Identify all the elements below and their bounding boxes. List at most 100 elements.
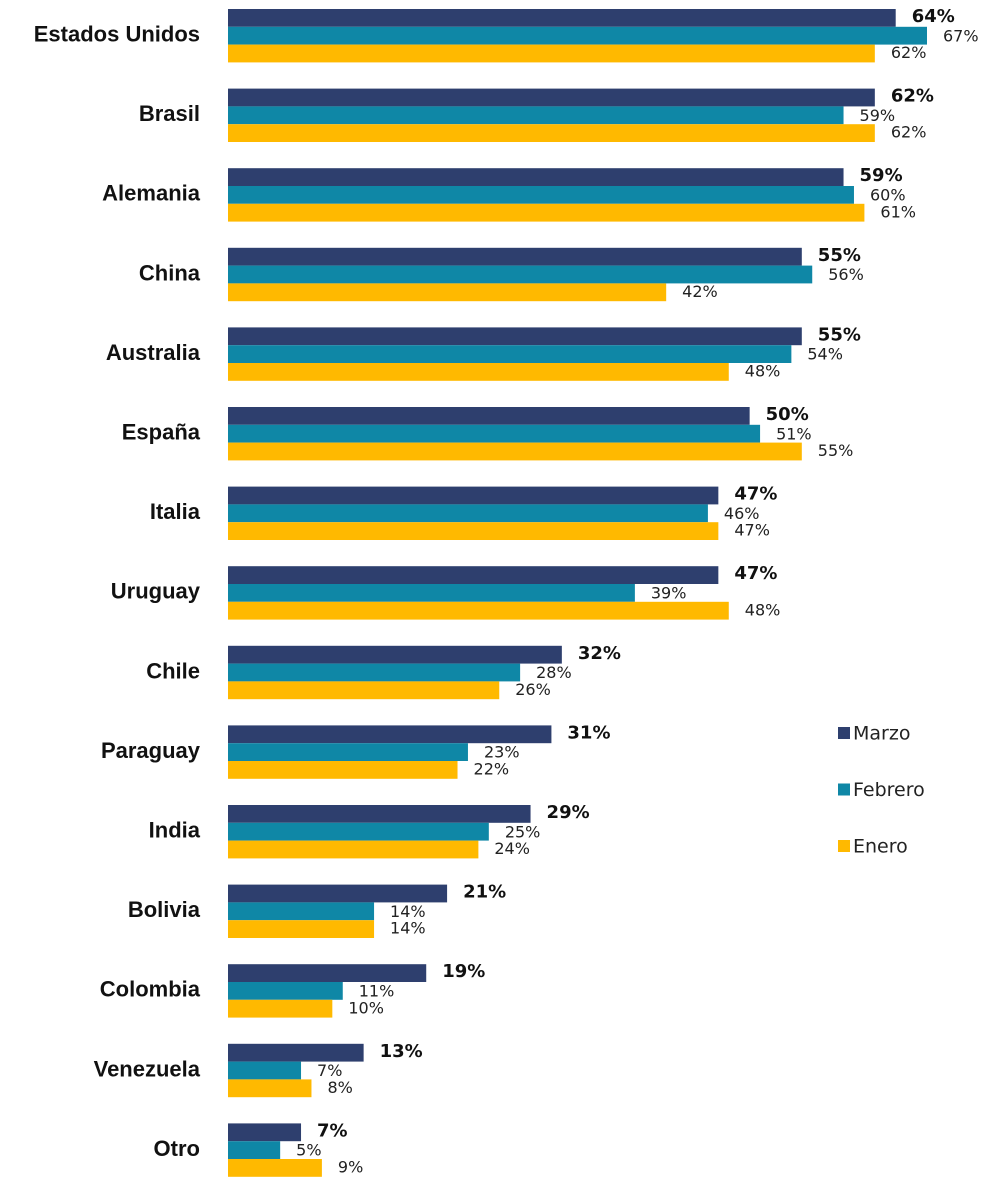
value-label: 67% [943, 26, 979, 45]
category-label: Uruguay [111, 579, 201, 604]
bar [228, 1061, 302, 1080]
bar [228, 822, 489, 841]
value-label: 47% [734, 563, 777, 584]
bar [228, 9, 896, 27]
bar [228, 584, 635, 602]
bar [228, 407, 750, 425]
category-label: Colombia [100, 977, 201, 1002]
value-label: 32% [578, 643, 621, 664]
bar [228, 964, 427, 982]
category-label: Bolivia [128, 897, 201, 922]
value-label: 26% [515, 680, 551, 699]
value-label: 42% [682, 282, 718, 301]
bar [228, 26, 927, 45]
category-label: Chile [146, 658, 200, 683]
value-label: 5% [296, 1141, 321, 1160]
bar [228, 44, 875, 63]
value-label: 46% [724, 504, 760, 523]
bar [228, 840, 479, 859]
value-label: 62% [891, 86, 934, 107]
category-label: Australia [106, 340, 201, 365]
bar [228, 186, 854, 204]
category-label: India [149, 818, 201, 843]
bar [228, 265, 813, 284]
bar [228, 504, 708, 523]
value-label: 51% [776, 424, 812, 443]
bar [228, 247, 802, 266]
category-label: Otro [154, 1136, 200, 1161]
bar [228, 486, 719, 505]
legend-swatch [838, 727, 850, 739]
bar [228, 327, 802, 346]
value-label: 47% [734, 521, 770, 540]
value-label: 55% [818, 245, 861, 266]
value-label: 14% [390, 902, 426, 921]
value-label: 7% [317, 1120, 348, 1141]
value-label: 50% [766, 404, 809, 425]
bar [228, 982, 343, 1000]
value-label: 13% [380, 1041, 423, 1062]
value-label: 25% [505, 822, 541, 841]
bar [228, 168, 844, 186]
value-label: 55% [818, 324, 861, 345]
bar [228, 920, 375, 938]
value-label: 24% [494, 839, 530, 858]
category-label: Italia [150, 499, 201, 524]
legend-label: Marzo [853, 723, 910, 745]
value-label: 22% [474, 760, 510, 779]
value-label: 9% [338, 1158, 363, 1177]
category-label: China [139, 260, 201, 285]
category-label: Paraguay [101, 738, 201, 763]
legend-swatch [838, 783, 850, 796]
category-label: Alemania [102, 181, 201, 206]
bar [228, 805, 531, 823]
value-label: 59% [860, 106, 896, 125]
bar [228, 566, 719, 584]
value-label: 10% [348, 998, 384, 1017]
value-label: 47% [734, 484, 777, 505]
category-label: España [122, 420, 201, 445]
value-label: 48% [745, 600, 781, 619]
bar [228, 884, 448, 903]
value-label: 60% [870, 186, 906, 205]
value-label: 54% [807, 345, 843, 364]
bar [228, 203, 865, 222]
value-label: 62% [891, 43, 927, 62]
bar [228, 522, 719, 540]
legend-swatch [838, 840, 850, 852]
bar [228, 345, 792, 363]
bar [228, 725, 552, 744]
value-label: 23% [484, 743, 520, 762]
legend-label: Febrero [853, 779, 925, 801]
bar [228, 1043, 364, 1062]
value-label: 59% [860, 165, 903, 186]
value-label: 31% [567, 722, 610, 743]
bar [228, 106, 844, 125]
bar [228, 999, 333, 1018]
category-label: Brasil [139, 101, 200, 126]
value-label: 28% [536, 663, 572, 682]
value-label: 11% [359, 982, 395, 1001]
value-label: 56% [828, 265, 864, 284]
bar [228, 663, 521, 682]
bar [228, 1141, 281, 1159]
value-label: 8% [327, 1078, 352, 1097]
value-label: 62% [891, 123, 927, 142]
bar [228, 442, 802, 461]
value-label: 14% [390, 919, 426, 938]
category-label: Estados Unidos [34, 22, 200, 47]
value-label: 48% [745, 362, 781, 381]
value-label: 39% [651, 584, 687, 603]
value-label: 29% [547, 802, 590, 823]
value-label: 21% [463, 882, 506, 903]
bar [228, 761, 458, 779]
value-label: 19% [442, 961, 485, 982]
bar [228, 363, 729, 381]
value-label: 7% [317, 1061, 342, 1080]
bar [228, 424, 761, 443]
bar [228, 1159, 322, 1177]
bar [228, 124, 875, 142]
bar [228, 1079, 312, 1098]
bar [228, 601, 729, 620]
